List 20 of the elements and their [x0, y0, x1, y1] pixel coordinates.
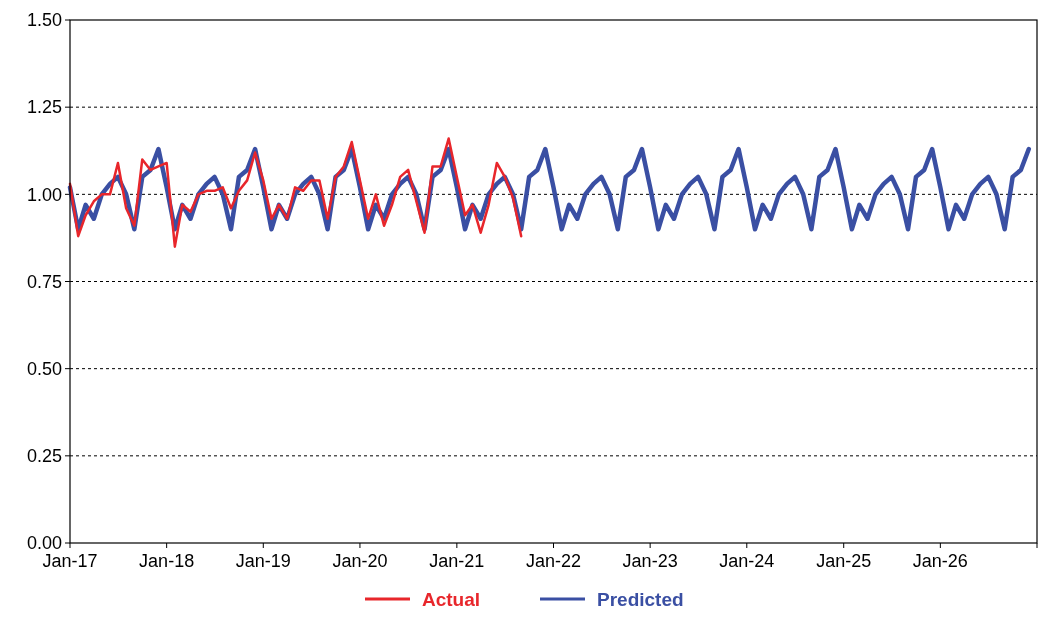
x-tick-label: Jan-18 [139, 551, 195, 571]
y-tick-label: 1.50 [26, 10, 62, 31]
x-tick-label: Jan-20 [332, 551, 388, 571]
x-tick-label: Jan-19 [235, 551, 291, 571]
x-tick-label: Jan-24 [719, 551, 775, 571]
y-tick-label: 0.75 [26, 271, 62, 292]
x-tick-label: Jan-25 [816, 551, 872, 571]
y-tick-label: 0.00 [26, 533, 62, 554]
y-tick-label: 0.50 [26, 358, 62, 379]
line-series [68, 137, 523, 248]
x-tick-label: Jan-22 [525, 551, 582, 571]
legend-label: Predicted [597, 588, 684, 610]
x-tick-label: Jan-21 [429, 551, 485, 571]
y-tick-label: 1.25 [26, 97, 62, 118]
legend-label: Actual [422, 588, 481, 610]
x-tick-label: Jan-23 [622, 551, 678, 571]
y-tick-label: 1.00 [26, 184, 62, 205]
x-tick-label: Jan-26 [912, 551, 968, 571]
y-tick-label: 0.25 [26, 446, 62, 467]
x-tick-label: Jan-17 [42, 551, 98, 571]
